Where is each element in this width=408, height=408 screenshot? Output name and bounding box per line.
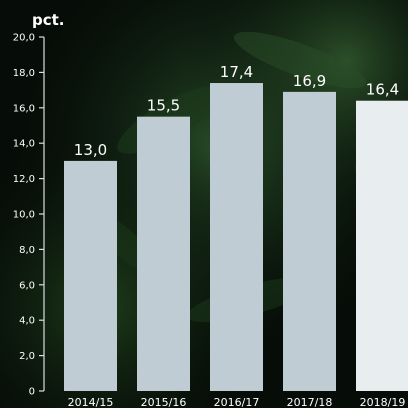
y-tick-label: 16,0 [13, 103, 35, 114]
y-tick-label: 6,0 [19, 280, 35, 291]
bar-2018-19 [356, 100, 408, 391]
y-ticks: 0 2,0 4,0 6,0 8,0 10,0 12,0 14,0 16,0 18,0 20,0 [13, 33, 44, 398]
y-tick-label: 0 [29, 387, 35, 398]
y-tick-label: 10,0 [13, 210, 35, 221]
bars [64, 83, 408, 392]
value-label: 13,0 [74, 141, 107, 159]
value-labels: 13,0 15,5 17,4 16,9 16,4 [74, 63, 399, 159]
y-tick-label: 4,0 [19, 316, 35, 327]
y-axis-unit-label: pct. [32, 11, 65, 29]
value-label: 17,4 [220, 63, 253, 81]
bar-2017-18 [283, 91, 336, 392]
y-tick-label: 8,0 [19, 245, 35, 256]
bar-2015-16 [137, 116, 190, 392]
bar-2014-15 [64, 160, 117, 391]
category-label: 2016/17 [214, 396, 260, 408]
y-tick-label: 14,0 [13, 139, 35, 150]
y-tick-label: 20,0 [13, 33, 35, 44]
value-label: 16,4 [366, 81, 399, 99]
category-labels: 2014/15 2015/16 2016/17 2017/18 2018/19 [68, 396, 406, 408]
value-label: 16,9 [293, 72, 326, 90]
y-tick-label: 18,0 [13, 68, 35, 79]
category-label: 2017/18 [287, 396, 333, 408]
value-label: 15,5 [147, 97, 180, 115]
bar-2016-17 [210, 83, 263, 392]
y-tick-label: 2,0 [19, 351, 35, 362]
y-tick-label: 12,0 [13, 174, 35, 185]
category-label: 2018/19 [360, 396, 406, 408]
category-label: 2014/15 [68, 396, 114, 408]
category-label: 2015/16 [141, 396, 187, 408]
